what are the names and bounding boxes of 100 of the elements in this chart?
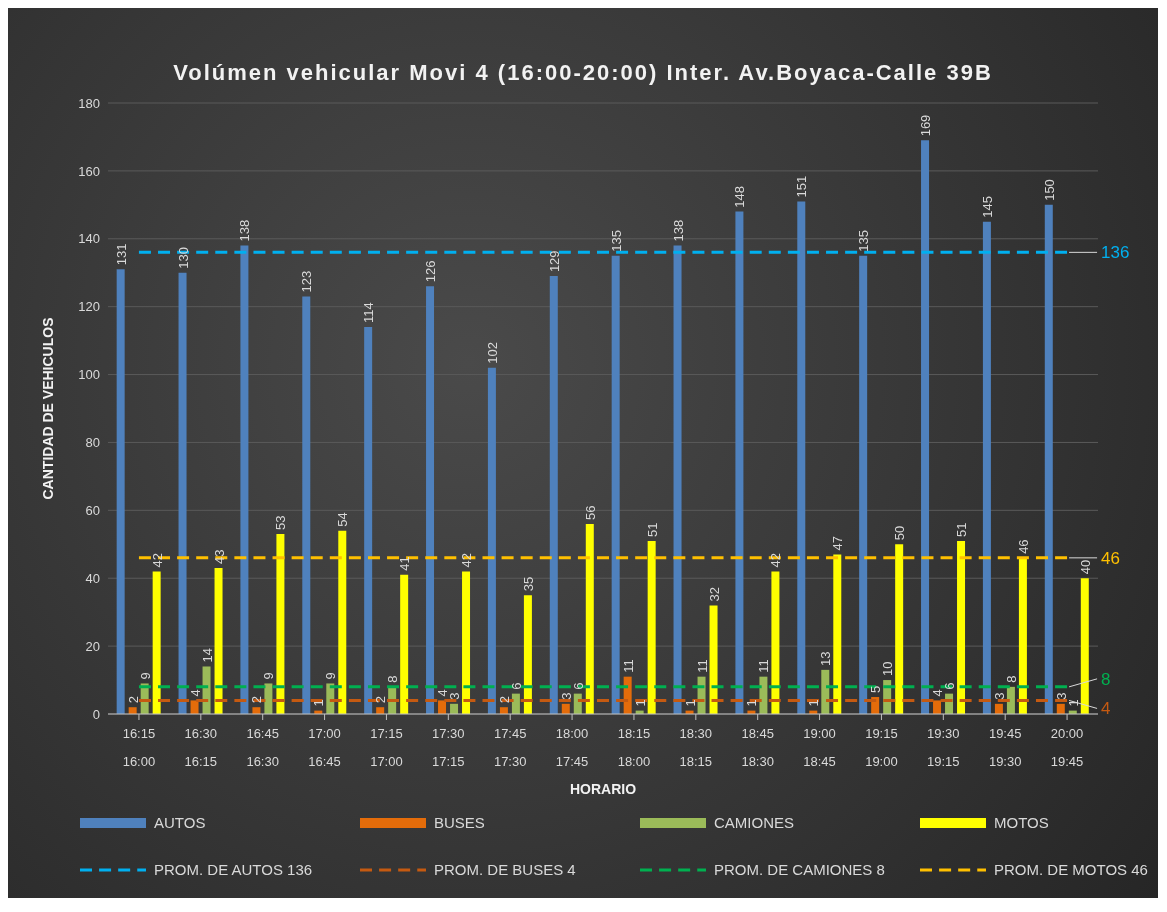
data-label: 5: [868, 685, 884, 694]
x-tick-label: 17:45 17:30: [493, 726, 527, 769]
x-tick-label: 16:30 16:15: [184, 726, 218, 769]
data-label: 2: [249, 695, 265, 704]
data-label: 150: [1041, 179, 1057, 201]
x-tick-label: 18:30 18:15: [679, 726, 713, 769]
data-label: 114: [361, 302, 377, 324]
y-tick-label: 0: [92, 706, 100, 722]
data-label: 46: [1015, 539, 1031, 554]
y-axis-title: CANTIDAD DE VEHICULOS: [39, 317, 56, 500]
data-label: 136: [1101, 243, 1130, 263]
data-label: 56: [582, 505, 598, 520]
data-label: 51: [644, 522, 660, 537]
data-label: 2: [496, 695, 512, 704]
legend-label: BUSES: [434, 814, 485, 831]
data-label: 46: [1101, 548, 1120, 568]
data-label: 2: [373, 695, 389, 704]
data-label: 47: [830, 535, 846, 551]
y-tick-label: 40: [85, 570, 100, 586]
data-label: 11: [620, 659, 636, 673]
data-label: 54: [335, 512, 351, 527]
data-label: 42: [459, 552, 475, 568]
legend-label: PROM. DE AUTOS 136: [154, 861, 313, 878]
data-label: 8: [1101, 669, 1111, 689]
chart-title: Volúmen vehicular Movi 4 (16:00-20:00) Inter. Av.Boyaca-Calle 39B: [172, 60, 994, 86]
data-label: 11: [694, 659, 710, 673]
data-label: 3: [991, 692, 1007, 700]
x-tick-label: 19:30 19:15: [927, 726, 960, 769]
data-label: 42: [768, 552, 784, 568]
data-label: 138: [237, 219, 253, 242]
data-label: 9: [137, 672, 153, 680]
data-label: 6: [508, 682, 524, 690]
y-tick-label: 140: [78, 231, 100, 247]
data-label: 1: [1065, 699, 1081, 707]
x-tick-label: 16:15 16:00: [122, 726, 156, 769]
data-label: 8: [385, 675, 401, 683]
data-label: 1: [744, 699, 760, 707]
data-label: 135: [608, 230, 624, 252]
data-label: 41: [397, 556, 413, 571]
y-tick-label: 20: [85, 638, 100, 654]
x-tick-label: 18:00 17:45: [555, 726, 589, 769]
legend-label: MOTOS: [994, 814, 1049, 831]
data-label: 145: [979, 196, 995, 218]
x-tick-label: 19:45 19:30: [988, 726, 1022, 769]
x-tick-label: 17:00 16:45: [308, 726, 341, 769]
data-label: 4: [187, 689, 203, 697]
data-label: 35: [520, 576, 536, 592]
y-tick-label: 100: [78, 367, 100, 383]
data-label: 102: [484, 342, 500, 364]
data-label: 169: [918, 114, 934, 137]
x-tick-label: 16:45 16:30: [246, 726, 279, 769]
x-tick-label: 17:30 17:15: [432, 726, 465, 769]
data-label: 13: [818, 651, 834, 666]
data-label: 42: [149, 552, 165, 568]
data-label: 1: [682, 699, 698, 707]
data-label: 40: [1077, 559, 1093, 575]
data-label: 126: [423, 260, 439, 283]
data-label: 9: [261, 672, 277, 680]
data-label: 1: [806, 699, 822, 707]
data-label: 8: [1003, 675, 1019, 683]
y-tick-label: 60: [85, 502, 100, 518]
data-label: 6: [942, 682, 958, 690]
legend-label: PROM. DE CAMIONES 8: [714, 861, 885, 878]
data-label: 151: [794, 175, 810, 198]
y-tick-label: 80: [85, 435, 100, 451]
data-label: 9: [323, 672, 339, 680]
data-label: 32: [706, 586, 722, 602]
y-tick-label: 120: [78, 299, 100, 315]
data-label: 4: [1101, 699, 1111, 719]
data-label: 138: [670, 219, 686, 242]
data-label: 1: [311, 699, 327, 707]
y-tick-label: 160: [78, 163, 100, 179]
data-label: 14: [199, 648, 215, 663]
data-label: 148: [732, 185, 748, 208]
x-tick-label: 19:15 19:00: [865, 726, 898, 769]
data-label: 10: [880, 661, 896, 677]
data-label: 50: [892, 525, 908, 541]
legend-label: PROM. DE MOTOS 46: [994, 861, 1148, 878]
x-tick-label: 18:15 18:00: [617, 726, 651, 769]
data-label: 6: [570, 682, 586, 690]
x-tick-label: 20:00 19:45: [1050, 726, 1084, 769]
legend-label: CAMIONES: [714, 814, 795, 831]
y-tick-label: 180: [78, 95, 100, 111]
data-label: 11: [756, 659, 772, 673]
x-tick-label: 18:45 18:30: [741, 726, 774, 769]
data-label: 43: [211, 549, 227, 565]
data-label: 129: [546, 250, 562, 273]
x-tick-label: 19:00 18:45: [803, 726, 836, 769]
legend-label: PROM. DE BUSES 4: [434, 861, 576, 878]
data-label: 4: [930, 689, 946, 697]
data-label: 1: [632, 699, 648, 707]
data-label: 2: [125, 695, 141, 704]
data-label: 135: [856, 230, 872, 252]
data-label: 3: [1053, 692, 1069, 700]
data-label: 123: [299, 270, 315, 293]
x-axis-title: HORARIO: [569, 781, 637, 797]
data-label: 51: [954, 522, 970, 537]
data-label: 53: [273, 515, 289, 531]
data-label: 130: [175, 247, 191, 269]
x-tick-label: 17:15 17:00: [370, 726, 403, 769]
